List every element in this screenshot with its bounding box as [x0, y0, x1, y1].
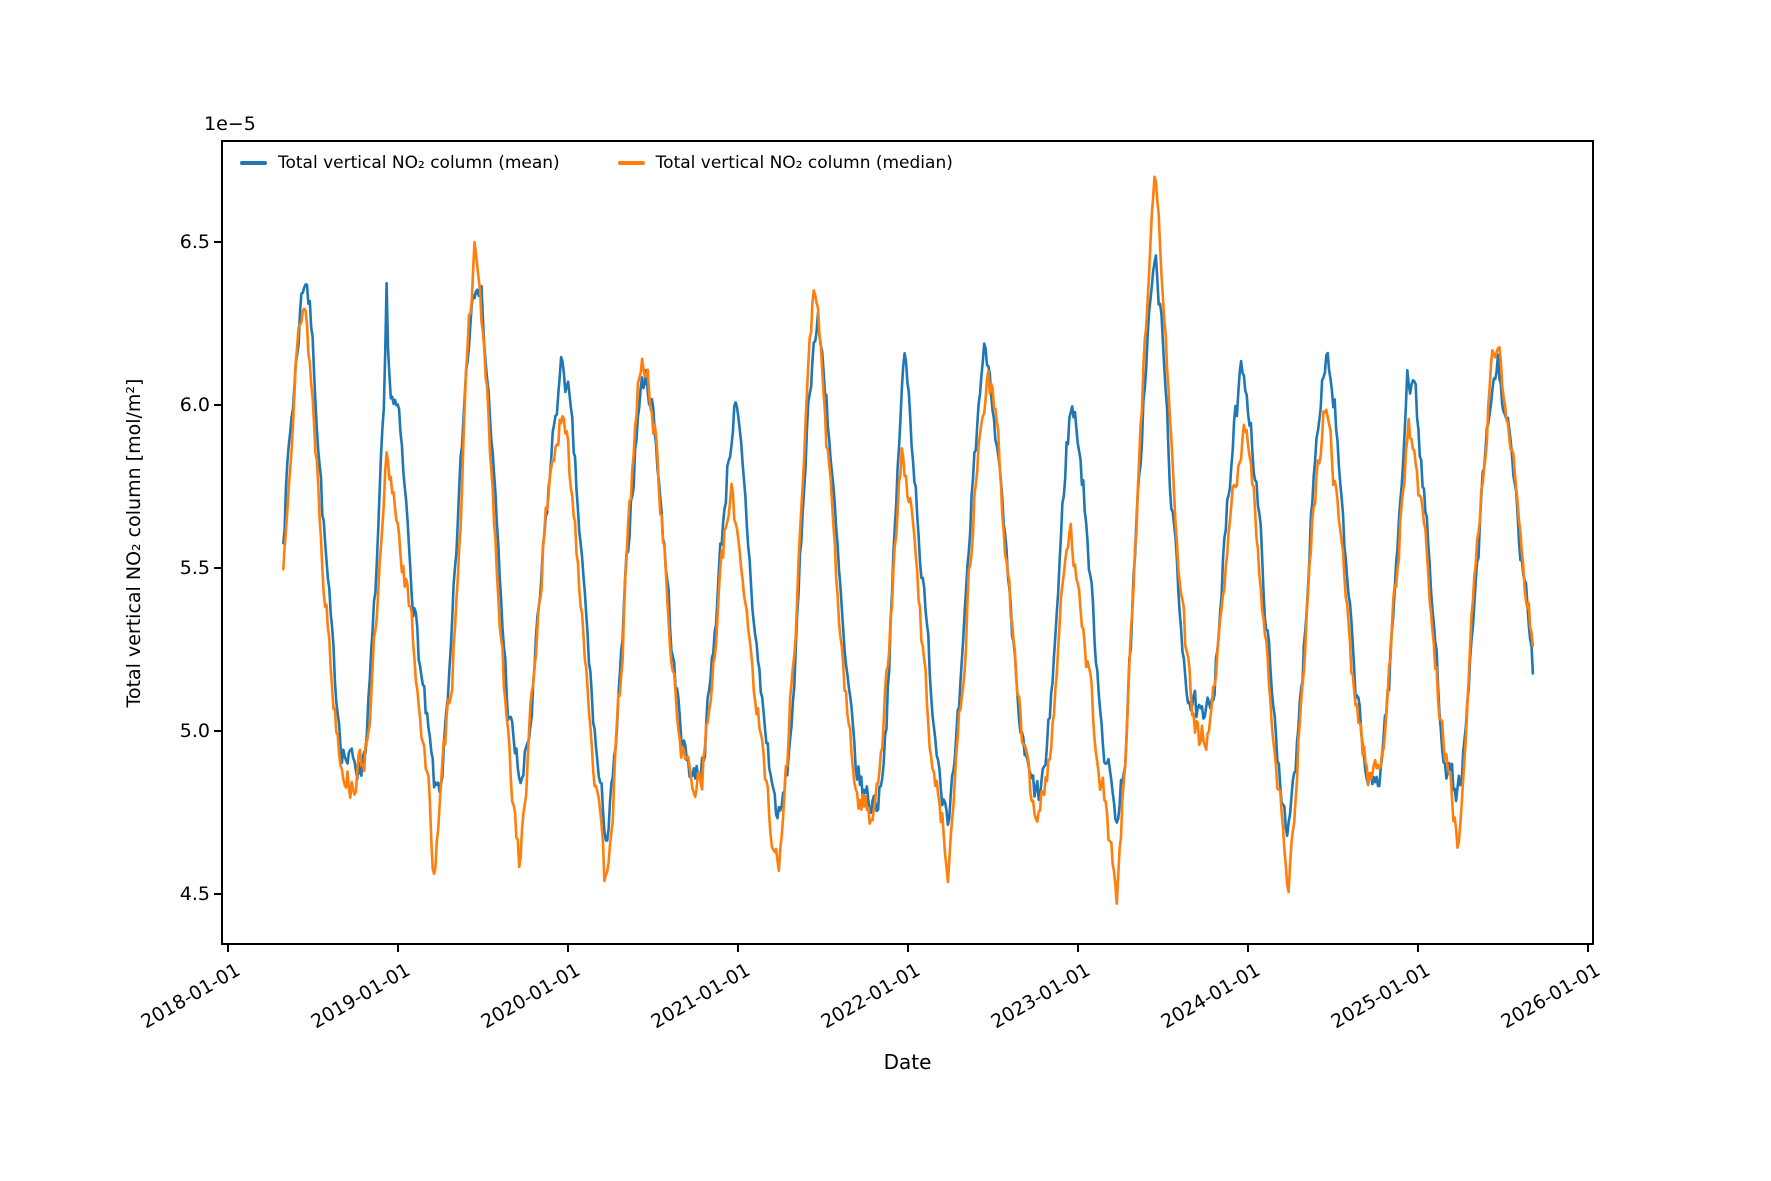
legend-label: Total vertical NO₂ column (mean) [278, 153, 560, 173]
x-axis-title: Date [883, 1050, 932, 1074]
legend-line-swatch-median [617, 161, 645, 165]
y-tick-label: 6.5 [179, 231, 210, 253]
tick-marks [214, 241, 1589, 952]
y-axis-offset-text: 1e−5 [204, 113, 256, 135]
y-tick-label: 5.0 [179, 720, 210, 742]
series-line-mean [281, 254, 1535, 842]
legend-item-mean: Total vertical NO₂ column (mean) [240, 153, 560, 173]
y-tick-label: 4.5 [179, 883, 210, 905]
legend: Total vertical NO₂ column (mean) Total ve… [240, 153, 953, 173]
series-line-median [281, 175, 1535, 905]
y-tick-label: 6.0 [179, 394, 210, 416]
y-axis-title: Total vertical NO₂ column [mol/m²] [123, 378, 145, 707]
plot-border [221, 140, 1594, 945]
legend-line-swatch-mean [240, 161, 267, 165]
y-tick-label: 5.5 [179, 557, 210, 579]
legend-item-median: Total vertical NO₂ column (median) [617, 153, 953, 173]
legend-label: Total vertical NO₂ column (median) [655, 153, 953, 173]
